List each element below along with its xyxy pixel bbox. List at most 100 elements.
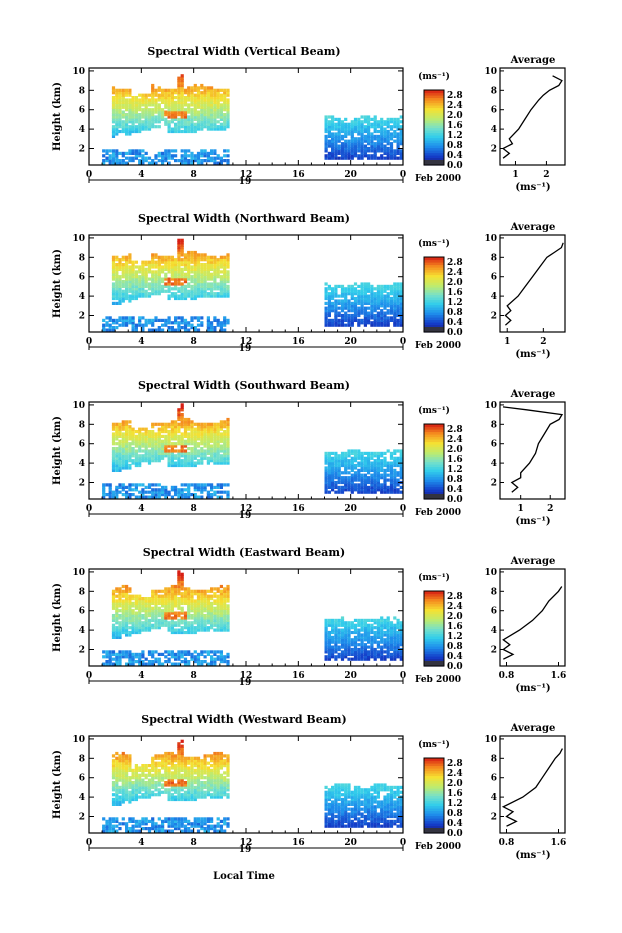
heatmap-cell [158,256,161,259]
heatmap-cell [184,488,187,491]
heatmap-cell [190,108,193,111]
colorbar-unit: (ms⁻¹) [418,405,450,416]
colorbar-tick-label: 2.8 [447,91,463,101]
heatmap-cell [161,278,164,281]
heatmap-cell [328,285,331,288]
heatmap-cell [135,149,138,152]
heatmap-cell [370,462,373,465]
heatmap-cell [171,420,174,423]
heatmap-cell [351,302,354,305]
heatmap-cell [168,621,171,624]
heatmap-cell [128,157,131,160]
heatmap-cell [374,648,377,651]
heatmap-cell [347,299,350,302]
colorbar-tick-label: 0.0 [447,161,463,171]
heatmap-cell [161,609,164,612]
heatmap-cell [164,290,167,293]
heatmap-cell [374,142,377,145]
heatmap-cell [377,130,380,133]
heatmap-cell [112,781,115,784]
heatmap-cell [338,653,341,656]
heatmap-cell [128,442,131,445]
heatmap-cell [197,442,200,445]
heatmap-cell [210,256,213,259]
heatmap-cell [125,822,128,825]
heatmap-cell [344,123,347,126]
heatmap-cell [141,449,144,452]
heatmap-cell [122,822,125,825]
heatmap-cell [200,149,203,152]
colorbar-tick-label: 0.8 [447,308,463,318]
heatmap-cell [223,256,226,259]
heatmap-cell [380,118,383,121]
heatmap-cell [118,491,121,494]
heatmap-cell [387,449,390,452]
heatmap-cell [194,123,197,126]
y-axis-label: Height (km) [52,583,63,652]
heatmap-cell [122,432,125,435]
heatmap-cell [397,479,400,482]
heatmap-cell [151,84,154,87]
heatmap-cell [184,612,187,615]
heatmap-cell [207,282,210,285]
heatmap-cell [383,157,386,160]
heatmap-cell [161,653,164,656]
heatmap-cell [115,319,118,322]
y-tick-label: 8 [79,86,85,96]
heatmap-cell [174,258,177,261]
y-tick-label: 10 [72,401,85,411]
heatmap-cell [181,607,184,610]
heatmap-cell [334,123,337,126]
heatmap-cell [387,462,390,465]
heatmap-cell [217,89,220,92]
heatmap-cell [387,479,390,482]
profile-y-tick-label: 10 [484,67,497,77]
heatmap-cell [122,585,125,588]
heatmap-cell [387,309,390,312]
heatmap-cell [190,590,193,593]
heatmap-cell [207,483,210,486]
heatmap-cell [351,285,354,288]
heatmap-cell [325,135,328,138]
heatmap-cell [145,261,148,264]
heatmap-cell [387,474,390,477]
x-tick-label: 4 [138,170,144,180]
heatmap-cell [109,316,112,319]
heatmap-cell [141,94,144,97]
heatmap-cell [325,619,328,622]
heatmap-cell [158,488,161,491]
heatmap-cell [184,493,187,496]
heatmap-cell [223,483,226,486]
heatmap-cell [171,663,174,666]
panel-title: Spectral Width (Southward Beam) [138,379,350,392]
heatmap-cell [213,423,216,426]
heatmap-cell [187,650,190,653]
heatmap-cell [181,459,184,462]
heatmap-cell [397,449,400,452]
heatmap-cell [177,408,180,411]
heatmap-cell [338,619,341,622]
heatmap-cell [380,285,383,288]
heatmap-cell [102,825,105,828]
heatmap-cell [397,619,400,622]
heatmap-cell [367,282,370,285]
heatmap-cell [331,132,334,135]
heatmap-cell [177,449,180,452]
heatmap-cell [128,791,131,794]
heatmap-cell [125,316,128,319]
day-label: 19 [239,344,252,354]
heatmap-cell [393,282,396,285]
heatmap-cell [135,595,138,598]
heatmap-cell [181,403,184,406]
heatmap-cell [328,120,331,123]
heatmap-cell [151,159,154,162]
heatmap-cell [168,430,171,433]
heatmap-cell [122,159,125,162]
heatmap-cell [194,655,197,658]
heatmap-cell [207,256,210,259]
heatmap-cell [370,474,373,477]
colorbar-tick-label: 2.4 [447,101,463,111]
heatmap-cell [118,130,121,133]
colorbar-tick-label: 1.2 [447,632,463,642]
